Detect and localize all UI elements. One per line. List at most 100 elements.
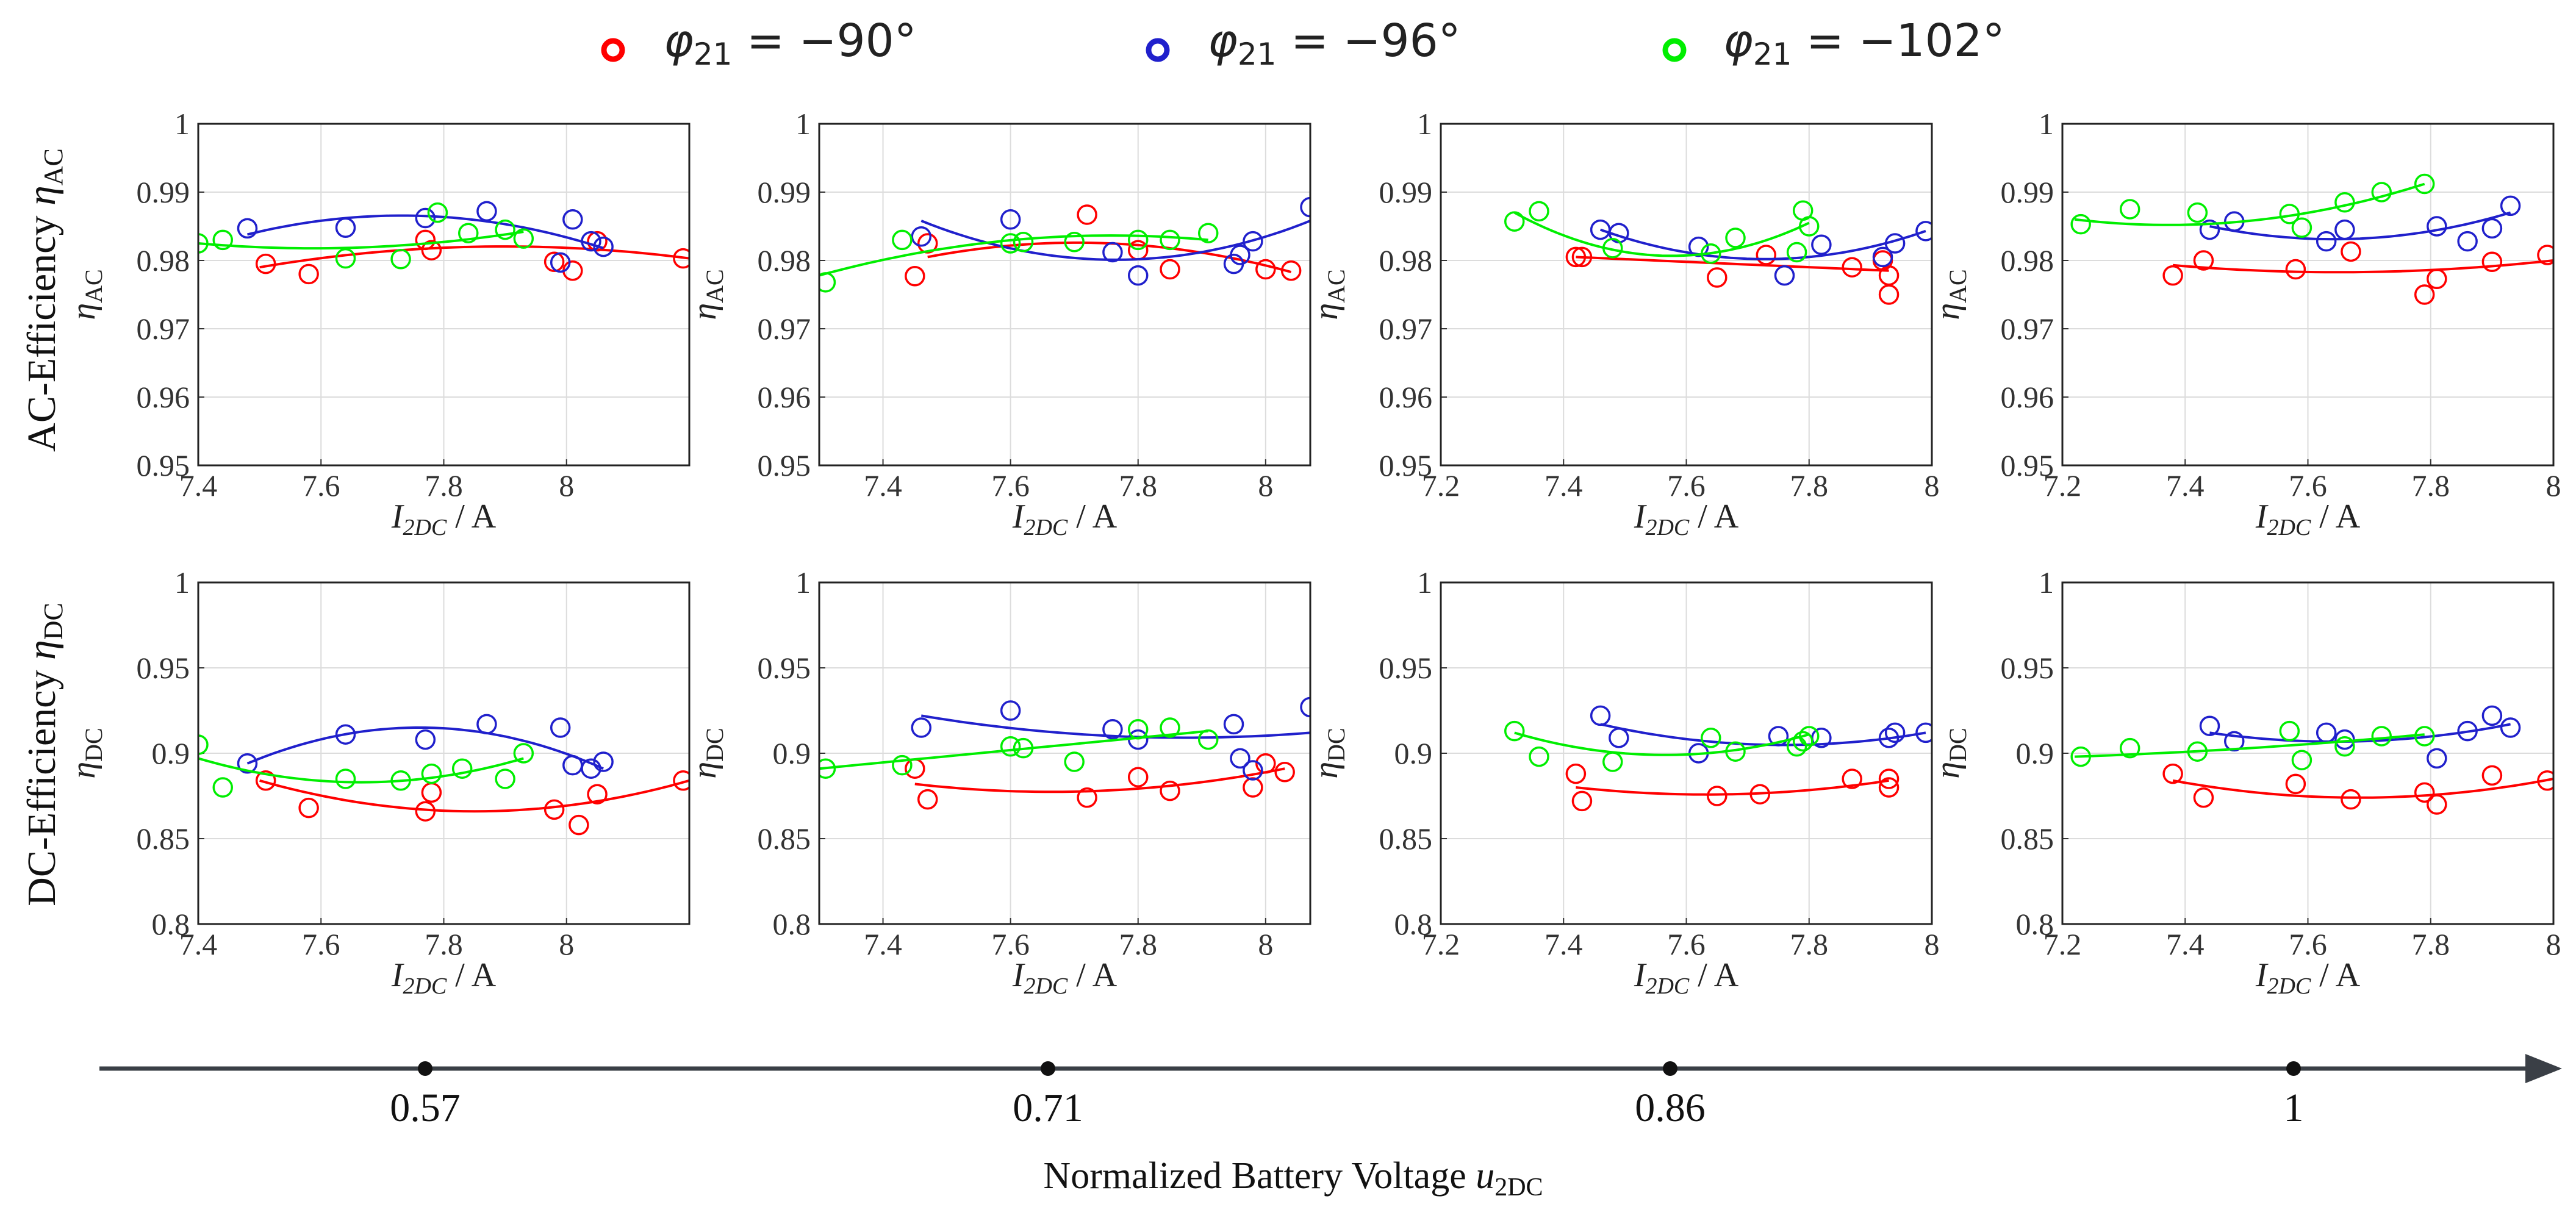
chart-panel-ac-057: 7.4 7.6 7.8 8 0.95 0.96 0.97 0.98 0.99 1 I2DC / A η…	[65, 107, 691, 540]
data-point-dc-1-s2	[2119, 737, 2140, 759]
data-point-ac-086-s2	[1602, 238, 1623, 259]
fit-line-dc-057-s0	[259, 779, 689, 813]
data-point-dc-071-s2	[1013, 737, 1034, 759]
data-point-dc-057-s1	[550, 717, 571, 738]
data-point-dc-057-s2	[198, 734, 209, 755]
data-point-ac-086-s1	[1688, 236, 1709, 257]
y-tick-label: 1	[2039, 107, 2054, 141]
data-point-dc-1-s1	[2199, 715, 2220, 736]
data-point-dc-057-s1	[476, 714, 497, 735]
data-point-ac-086-s1	[1774, 265, 1795, 286]
x-axis-label-sub: 2DC	[1024, 973, 1067, 999]
data-point-dc-057-s0	[587, 784, 608, 804]
y-axis-label: ηAC	[65, 269, 107, 320]
y-tick-label: 0.9	[2016, 736, 2054, 770]
data-point-ac-071-s0	[1160, 259, 1180, 280]
data-point-dc-1-s0	[2193, 787, 2214, 808]
y-tick-label: 0.97	[758, 312, 811, 346]
legend-marker-96	[1146, 38, 1170, 62]
x-tick-label: 7.4	[179, 927, 218, 961]
plot-frame	[1440, 581, 1933, 925]
y-axis-label: ηAC	[686, 269, 728, 320]
y-axis-label: ηDC	[1307, 728, 1350, 778]
row-label-dc: DC-Efficiency ηDC	[20, 603, 68, 906]
data-point-ac-1-s0	[2285, 259, 2306, 280]
data-point-ac-1-s2	[2119, 199, 2140, 220]
x-tick-label: 7.4	[864, 468, 902, 503]
data-point-ac-057-s1	[581, 231, 601, 252]
data-point-dc-1-s2	[2187, 741, 2208, 762]
chart-panel-ac-1: 7.2 7.4 7.6 7.8 8 0.95 0.96 0.97 0.98 0.99 1 I2DC /…	[1929, 107, 2561, 540]
data-point-dc-057-s0	[673, 770, 689, 791]
data-point-dc-086-s0	[1878, 768, 1900, 789]
data-point-dc-071-s0	[1243, 777, 1263, 798]
data-point-dc-057-s1	[237, 753, 258, 774]
data-point-ac-057-s2	[212, 229, 233, 251]
data-point-dc-086-s2	[1504, 720, 1525, 742]
data-point-dc-1-s1	[2481, 705, 2503, 726]
y-tick-label: 0.96	[137, 380, 190, 414]
x-tick-label: 7.2	[1422, 927, 1460, 961]
x-tick-label: 7.4	[1545, 468, 1583, 503]
svg-text:φ21 = −90°: φ21 = −90°	[664, 15, 917, 72]
x-axis-label: I2DC / A	[1012, 956, 1118, 999]
series-group	[1504, 200, 1932, 305]
data-point-dc-1-s2	[2414, 726, 2435, 747]
data-point-ac-1-s2	[2187, 202, 2208, 223]
y-axis-label: ηDC	[686, 728, 728, 778]
x-axis-label: I2DC / A	[391, 956, 497, 999]
data-point-dc-057-s0	[298, 797, 319, 819]
data-point-ac-071-s2	[819, 272, 836, 293]
y-tick-label: 0.95	[137, 651, 190, 685]
x-tick-label: 8	[2546, 927, 2561, 961]
x-tick-label: 8	[2546, 468, 2561, 503]
y-axis-label-symbol: η	[686, 303, 723, 320]
data-point-ac-071-s1	[1230, 245, 1250, 265]
x-axis-label-var: I	[1634, 498, 1647, 536]
x-axis-label: I2DC / A	[391, 498, 497, 540]
y-tick-label: 1	[174, 565, 190, 600]
data-point-ac-1-s0	[2162, 265, 2183, 286]
data-point-dc-071-s2	[892, 754, 913, 776]
voltage-tick-label-057: 0.57	[390, 1086, 461, 1130]
data-point-dc-086-s0	[1571, 790, 1593, 812]
x-tick-label: 7.6	[991, 927, 1030, 961]
legend-value-90: = −90°	[732, 15, 916, 67]
data-point-ac-1-s2	[2279, 204, 2300, 224]
y-tick-label: 0.95	[758, 651, 811, 685]
data-point-dc-086-s2	[1786, 736, 1807, 757]
legend: φ21 = −90° φ21 = −96° φ21 = −102°	[601, 15, 2005, 72]
data-point-ac-1-s0	[2537, 245, 2553, 265]
chart-panel-ac-086: 7.2 7.4 7.6 7.8 8 0.95 0.96 0.97 0.98 0.99 1 I2DC /…	[1307, 107, 1940, 540]
data-point-dc-057-s0	[415, 801, 436, 822]
data-point-dc-071-s1	[911, 717, 932, 738]
plot-frame	[2061, 123, 2555, 467]
y-axis-label-symbol: η	[1929, 303, 1967, 320]
data-point-dc-057-s2	[451, 758, 473, 779]
data-point-dc-1-s2	[2371, 726, 2392, 747]
data-point-ac-1-s2	[2371, 182, 2392, 202]
data-point-dc-1-s0	[2481, 765, 2503, 786]
legend-entry-102: φ21 = −102°	[1662, 15, 2005, 72]
data-point-ac-1-s1	[2481, 218, 2503, 239]
data-point-dc-086-s1	[1590, 705, 1611, 726]
y-tick-label: 0.8	[773, 907, 811, 941]
x-axis-label-sub: 2DC	[403, 973, 447, 999]
voltage-tick-label-086: 0.86	[1635, 1086, 1706, 1130]
data-point-ac-1-s1	[2334, 219, 2355, 240]
y-tick-label: 1	[1417, 565, 1432, 600]
data-point-dc-057-s2	[495, 768, 515, 789]
svg-text:φ21 = −102°: φ21 = −102°	[1723, 15, 2005, 72]
data-point-dc-1-s2	[2291, 750, 2312, 770]
data-point-ac-071-s1	[911, 226, 932, 247]
data-point-dc-1-s0	[2427, 794, 2447, 815]
voltage-tick-dot-071	[1041, 1061, 1055, 1076]
x-axis-label-unit: / A	[1067, 956, 1117, 994]
data-point-dc-057-s1	[581, 758, 601, 779]
data-point-dc-1-s1	[2500, 717, 2521, 738]
data-point-ac-086-s2	[1701, 243, 1721, 264]
voltage-tick-dot-086	[1663, 1061, 1677, 1076]
data-point-ac-1-s1	[2316, 231, 2337, 252]
x-axis-label-var: I	[2255, 956, 2269, 994]
x-tick-label: 7.4	[2166, 468, 2205, 503]
